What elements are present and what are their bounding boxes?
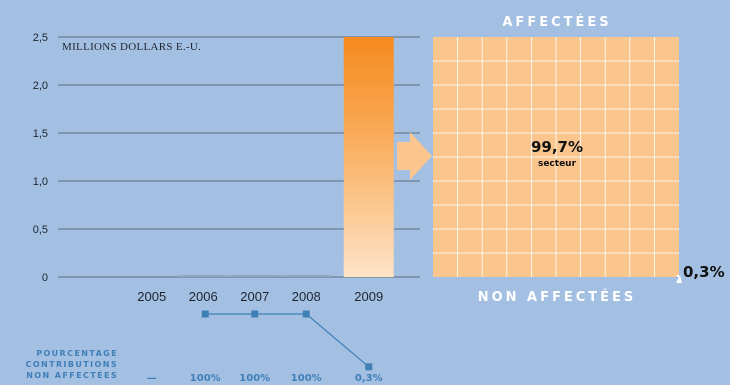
unaffected-line bbox=[201, 310, 373, 371]
x-tick-label: 2008 bbox=[292, 289, 321, 304]
unaffected-sliver bbox=[677, 275, 679, 277]
x-tick-label: 2007 bbox=[240, 289, 269, 304]
y-tick-label: 0,5 bbox=[33, 224, 48, 236]
row-label-line-3: NON AFFECTÉES bbox=[26, 369, 118, 380]
unaffected-polyline bbox=[205, 313, 370, 368]
bar bbox=[229, 275, 280, 277]
bar bbox=[281, 275, 332, 277]
unaffected-value: 0,3% bbox=[355, 373, 383, 384]
unit-label: MILLIONS DOLLARS E.-U. bbox=[62, 41, 201, 53]
affected-title: AFFECTÉES bbox=[502, 14, 611, 30]
x-tick-label: 2006 bbox=[189, 289, 218, 304]
unaffected-value: 100% bbox=[239, 373, 270, 384]
unaffected-value: 100% bbox=[291, 373, 322, 384]
row-label-line-2: CONTRIBUTIONS bbox=[26, 360, 118, 369]
unaffected-marker bbox=[676, 275, 682, 283]
x-tick-label: 2005 bbox=[137, 289, 166, 304]
unaffected-point bbox=[251, 310, 259, 318]
y-axis-ticks: 0 0,5 1,0 1,5 2,0 2,5 bbox=[33, 32, 48, 284]
x-axis-labels: 2005 2006 2007 2008 2009 bbox=[137, 289, 383, 304]
bar bbox=[343, 37, 394, 277]
affected-sublabel: secteur bbox=[538, 159, 577, 169]
bars bbox=[178, 37, 394, 277]
y-tick-label: 2,5 bbox=[33, 32, 48, 44]
unaffected-point bbox=[302, 310, 310, 318]
y-tick-label: 1,5 bbox=[33, 128, 48, 140]
y-tick-label: 1,0 bbox=[33, 176, 48, 188]
unaffected-point bbox=[365, 363, 373, 371]
unaffected-values: — 100% 100% 100% 0,3% bbox=[147, 373, 383, 384]
affected-percent: 99,7% bbox=[531, 138, 583, 156]
unaffected-percent: 0,3% bbox=[683, 263, 725, 281]
x-tick-label: 2009 bbox=[354, 289, 383, 304]
unaffected-title: NON AFFECTÉES bbox=[478, 289, 637, 305]
y-tick-label: 0 bbox=[42, 272, 48, 284]
unaffected-value: — bbox=[147, 373, 157, 384]
y-tick-label: 2,0 bbox=[33, 80, 48, 92]
bar bbox=[178, 275, 229, 277]
arrow-to-breakdown bbox=[397, 132, 432, 180]
unaffected-value: 100% bbox=[190, 373, 221, 384]
row-label-line-1: POURCENTAGE bbox=[36, 349, 118, 358]
unaffected-point bbox=[201, 310, 209, 318]
breakdown-panel bbox=[433, 37, 679, 277]
